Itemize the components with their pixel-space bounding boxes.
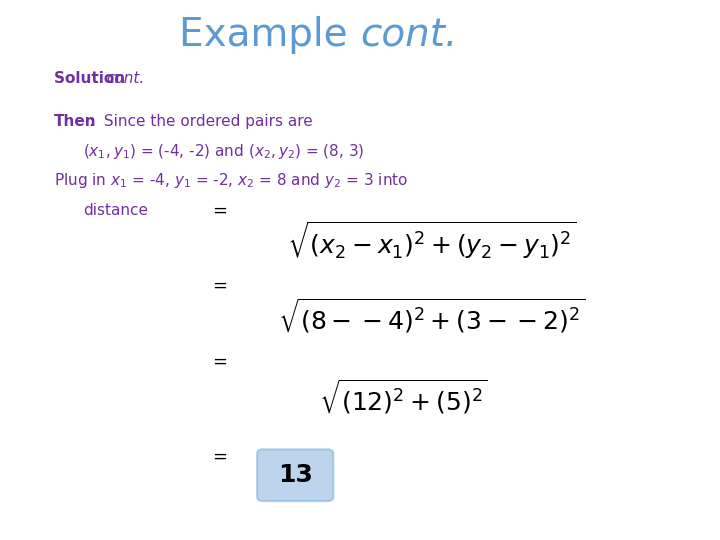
Text: =: = bbox=[212, 201, 228, 220]
Text: =: = bbox=[212, 277, 228, 295]
Text: Solution: Solution bbox=[54, 71, 130, 86]
Text: :  Since the ordered pairs are: : Since the ordered pairs are bbox=[89, 114, 312, 129]
Text: =: = bbox=[212, 447, 228, 465]
Text: Then: Then bbox=[54, 114, 96, 129]
Text: $\sqrt{(x_2-x_1)^2+(y_2-y_1)^2}$: $\sqrt{(x_2-x_1)^2+(y_2-y_1)^2}$ bbox=[287, 219, 577, 261]
Text: $\sqrt{(8--4)^2+(3--2)^2}$: $\sqrt{(8--4)^2+(3--2)^2}$ bbox=[278, 296, 586, 336]
Text: 13: 13 bbox=[278, 463, 312, 487]
Text: cont.: cont. bbox=[107, 71, 145, 86]
Text: $\sqrt{(12)^2+(5)^2}$: $\sqrt{(12)^2+(5)^2}$ bbox=[319, 377, 487, 417]
Text: cont.: cont. bbox=[360, 16, 457, 54]
Text: $(x_1, y_1)$ = (-4, -2) and $(x_2, y_2)$ = (8, 3): $(x_1, y_1)$ = (-4, -2) and $(x_2, y_2)$… bbox=[83, 141, 364, 161]
FancyBboxPatch shape bbox=[257, 449, 333, 501]
Text: Plug in $x_1$ = -4, $y_1$ = -2, $x_2$ = 8 and $y_2$ = 3 into: Plug in $x_1$ = -4, $y_1$ = -2, $x_2$ = … bbox=[54, 171, 408, 191]
Text: distance: distance bbox=[83, 203, 148, 218]
Text: Example: Example bbox=[179, 16, 360, 54]
Text: =: = bbox=[212, 353, 228, 371]
